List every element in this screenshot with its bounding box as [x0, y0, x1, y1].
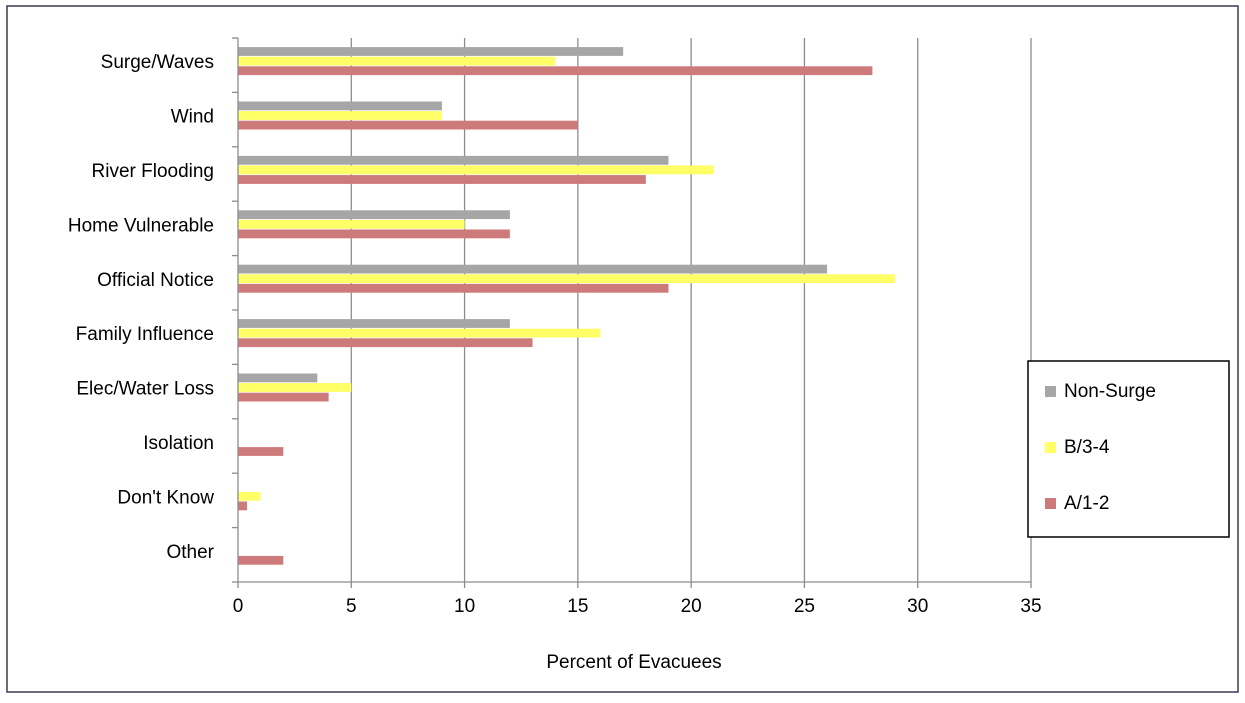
bar-non-surge — [238, 210, 510, 220]
tick-labels: 0 5 10 15 20 25 30 35 — [233, 596, 1042, 617]
bars — [238, 47, 896, 565]
legend-swatch — [1045, 442, 1056, 453]
x-tick-label: 25 — [794, 596, 815, 617]
category-label: River Flooding — [92, 161, 215, 182]
legend-box — [1027, 360, 1230, 538]
x-tick-label: 5 — [346, 596, 357, 617]
legend-swatch — [1045, 386, 1056, 397]
x-tick-label: 20 — [681, 596, 702, 617]
bar-non-surge — [238, 264, 828, 274]
bar-b-3-4 — [238, 56, 556, 66]
legend: Non-Surge B/3-4 A/1-2 — [1027, 360, 1230, 538]
category-label: Wind — [171, 107, 214, 128]
category-label: Other — [166, 542, 214, 563]
bar-a-1-2 — [238, 501, 248, 511]
bar-a-1-2 — [238, 338, 533, 348]
category-label: Family Influence — [76, 324, 214, 345]
category-label: Don't Know — [117, 487, 214, 508]
category-label: Official Notice — [97, 270, 214, 291]
x-tick-label: 30 — [907, 596, 928, 617]
bar-b-3-4 — [238, 383, 352, 392]
bar-b-3-4 — [238, 111, 442, 120]
bar-non-surge — [238, 47, 624, 56]
bar-a-1-2 — [238, 283, 669, 293]
bar-b-3-4 — [238, 165, 714, 175]
category-label: Isolation — [143, 433, 214, 454]
bar-a-1-2 — [238, 392, 329, 402]
bar-a-1-2 — [238, 555, 284, 565]
chart-border — [6, 5, 1239, 693]
category-label: Elec/Water Loss — [76, 379, 214, 400]
bar-b-3-4 — [238, 491, 261, 501]
bar-b-3-4 — [238, 328, 601, 338]
bar-b-3-4 — [238, 274, 896, 284]
legend-label: B/3-4 — [1064, 437, 1110, 458]
x-tick-label: 10 — [454, 596, 475, 617]
x-tick-label: 35 — [1020, 596, 1041, 617]
bar-non-surge — [238, 319, 510, 328]
bar-non-surge — [238, 373, 318, 383]
bar-a-1-2 — [238, 66, 873, 76]
bar-a-1-2 — [238, 229, 510, 239]
legend-label: A/1-2 — [1064, 493, 1109, 514]
category-labels: Surge/Waves Wind River Flooding Home Vulner… — [68, 52, 215, 563]
legend-label: Non-Surge — [1064, 381, 1156, 402]
x-axis-title: Percent of Evacuees — [546, 652, 721, 673]
category-label: Home Vulnerable — [68, 215, 214, 236]
legend-swatch — [1045, 498, 1056, 509]
bar-b-3-4 — [238, 219, 465, 229]
bar-non-surge — [238, 101, 442, 111]
bar-a-1-2 — [238, 120, 578, 130]
x-tick-label: 15 — [567, 596, 588, 617]
axes — [232, 37, 1032, 588]
x-tick-label: 0 — [233, 596, 244, 617]
category-label: Surge/Waves — [101, 52, 214, 73]
bar-a-1-2 — [238, 175, 646, 184]
bar-non-surge — [238, 155, 669, 165]
bar-a-1-2 — [238, 447, 284, 456]
